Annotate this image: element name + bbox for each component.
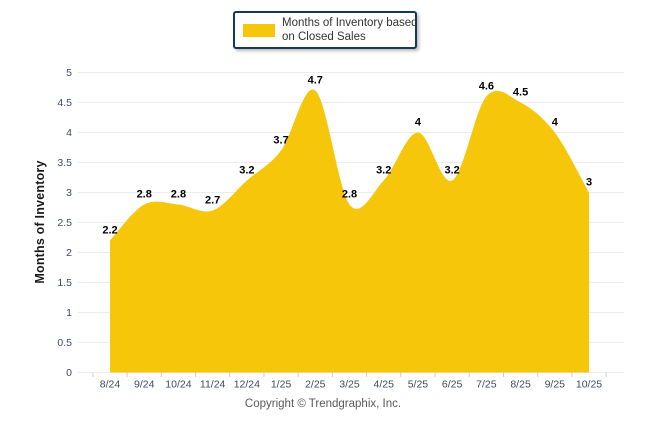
x-tick-label: 8/25	[510, 379, 531, 391]
x-tick-label: 2/25	[305, 379, 326, 391]
data-label: 3.7	[273, 135, 288, 147]
area-series	[110, 89, 589, 373]
legend-label: Months of Inventory based on Closed Sale…	[282, 16, 418, 44]
data-label: 2.8	[342, 189, 357, 201]
x-tick-label: 11/24	[200, 379, 226, 391]
data-label: 4.6	[479, 81, 494, 93]
x-tick-label: 12/24	[234, 379, 260, 391]
data-label: 2.8	[137, 189, 152, 201]
x-tick-label: 6/25	[442, 379, 463, 391]
legend: Months of Inventory based on Closed Sale…	[233, 11, 418, 49]
legend-label-line2: on Closed Sales	[282, 31, 366, 43]
data-label: 2.8	[171, 189, 186, 201]
y-tick-label: 5	[66, 67, 72, 79]
data-label: 3	[586, 177, 592, 189]
data-label: 2.7	[205, 195, 220, 207]
y-tick-label: 1.5	[57, 277, 72, 289]
data-label: 4.7	[308, 75, 323, 87]
data-label: 2.2	[102, 225, 117, 237]
x-tick-label: 9/24	[134, 379, 155, 391]
x-tick-label: 10/24	[165, 379, 191, 391]
legend-label-line1: Months of Inventory based	[282, 16, 418, 29]
legend-swatch-area	[243, 23, 275, 37]
y-tick-label: 4	[66, 127, 72, 139]
x-tick-label: 10/25	[576, 379, 602, 391]
data-label: 3.2	[444, 165, 459, 177]
x-tick-label: 7/25	[476, 379, 497, 391]
data-label: 3.2	[376, 165, 391, 177]
copyright-text: Copyright © Trendgraphix, Inc.	[244, 398, 402, 410]
y-tick-label: 0.5	[57, 337, 72, 349]
y-tick-label: 3.5	[57, 157, 72, 169]
x-tick-label: 1/25	[271, 379, 292, 391]
y-tick-label: 0	[66, 367, 72, 379]
x-tick-label: 4/25	[373, 379, 394, 391]
y-tick-label: 2	[66, 247, 72, 259]
x-tick-label: 8/24	[100, 379, 121, 391]
y-tick-label: 2.5	[57, 217, 72, 229]
x-tick-label: 9/25	[545, 379, 566, 391]
y-tick-label: 3	[66, 187, 72, 199]
y-tick-label: 4.5	[57, 97, 72, 109]
y-tick-label: 1	[66, 307, 72, 319]
data-label: 4	[552, 117, 559, 129]
data-label: 4	[415, 117, 422, 129]
data-label: 4.5	[513, 87, 528, 99]
x-tick-label: 3/25	[339, 379, 360, 391]
data-label: 3.2	[239, 165, 254, 177]
x-tick-label: 5/25	[408, 379, 429, 391]
